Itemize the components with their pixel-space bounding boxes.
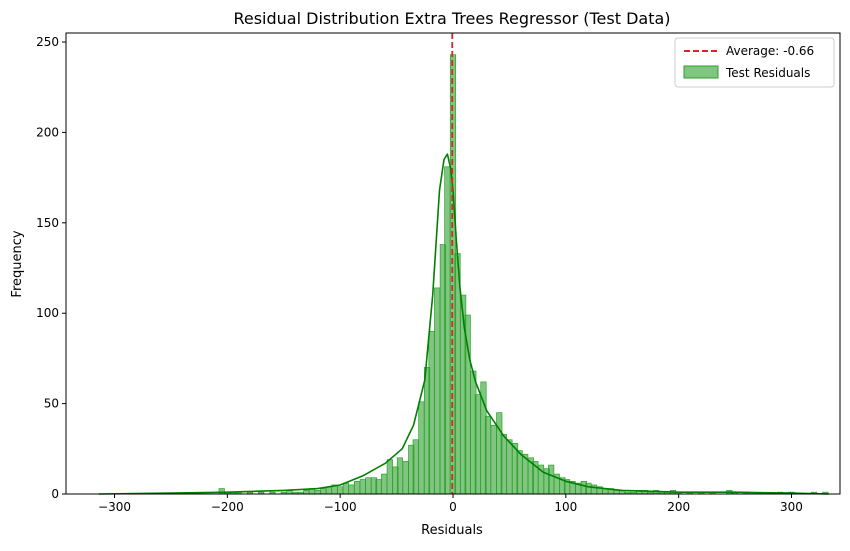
histogram-bar [613, 490, 620, 495]
x-tick-label: 0 [449, 500, 457, 514]
histogram-bar [474, 394, 481, 495]
histogram-bar [303, 490, 310, 495]
histogram-bar [484, 415, 492, 495]
histogram-bar [548, 464, 555, 495]
x-tick-label: −100 [324, 500, 357, 514]
histogram-bar [500, 433, 507, 495]
legend-mean-label: Average: -0.66 [726, 44, 814, 58]
chart-title: Residual Distribution Extra Trees Regres… [233, 9, 670, 28]
histogram-bar [314, 490, 321, 495]
x-tick-label: 100 [554, 500, 577, 514]
x-tick-label: −300 [98, 500, 131, 514]
histogram-bar [375, 479, 382, 495]
histogram-bar [428, 330, 435, 495]
histogram-bar [342, 482, 349, 495]
y-tick-label: 0 [51, 487, 59, 501]
histogram-bar [585, 482, 592, 495]
histogram-bar [418, 401, 425, 495]
histogram-bar [354, 480, 361, 495]
histogram-bar [337, 486, 344, 495]
y-axis-ticks: 0 50 100 150 200 250 [36, 35, 66, 501]
histogram-bar [348, 484, 355, 495]
histogram-bar [365, 477, 372, 495]
histogram-bar [320, 488, 327, 495]
histogram-bar [434, 287, 441, 495]
histogram-bar [402, 461, 409, 495]
x-tick-label: 200 [667, 500, 690, 514]
histogram-bar [412, 439, 419, 495]
histogram-bar [444, 166, 451, 495]
histogram-bar [381, 473, 388, 495]
x-axis-label: Residuals [421, 523, 483, 538]
y-tick-label: 200 [36, 125, 59, 139]
histogram-bars [218, 54, 829, 495]
y-tick-label: 150 [36, 216, 59, 230]
legend-bars-swatch [683, 65, 719, 79]
histogram-bar [490, 424, 497, 495]
y-tick-label: 250 [36, 35, 59, 49]
histogram-bar [506, 439, 513, 495]
histogram-bar [516, 450, 523, 495]
histogram-bar [218, 488, 225, 495]
legend: Average: -0.66 Test Residuals [674, 37, 835, 88]
y-axis-label: Frequency [10, 230, 25, 297]
y-tick-label: 50 [44, 397, 59, 411]
histogram-bar [359, 479, 366, 495]
y-tick-label: 100 [36, 306, 59, 320]
x-tick-label: −200 [211, 500, 244, 514]
x-axis-ticks: −300 −200 −100 0 100 200 300 [98, 494, 803, 514]
histogram-bar [386, 459, 393, 495]
x-tick-label: 300 [780, 500, 803, 514]
legend-bars-label: Test Residuals [725, 66, 810, 80]
histogram-bar [464, 314, 471, 495]
histogram-bar [590, 484, 598, 495]
histogram-bar [396, 457, 404, 495]
